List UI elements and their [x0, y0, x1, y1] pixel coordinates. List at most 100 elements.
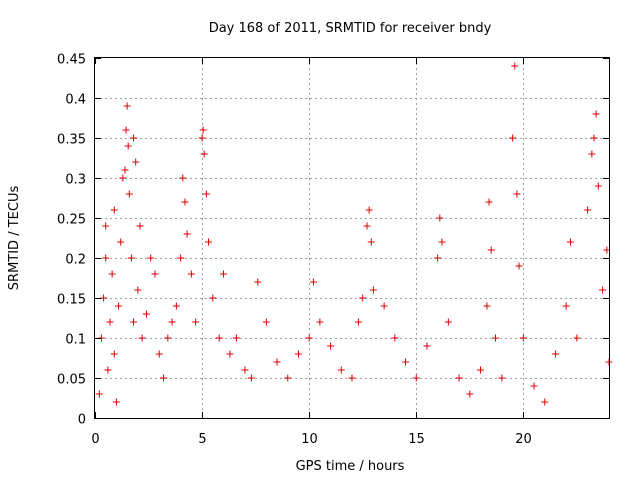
data-point [434, 254, 442, 262]
data-point [594, 182, 602, 190]
y-tick-label: 0.15 [57, 293, 86, 308]
data-point [294, 350, 302, 358]
y-axis-ticks: 0 0.05 0.1 0.15 0.2 0.25 0.3 0.35 0.4 0.45 [57, 53, 609, 428]
grid-lines [95, 58, 609, 418]
y-tick-label: 0.45 [57, 53, 86, 68]
data-point [483, 302, 491, 310]
data-point [102, 254, 110, 262]
data-point [491, 334, 499, 342]
data-point [117, 238, 125, 246]
data-point [599, 286, 607, 294]
data-point [172, 302, 180, 310]
data-point [487, 246, 495, 254]
data-point [134, 286, 142, 294]
data-point [241, 366, 249, 374]
data-point [354, 318, 362, 326]
data-point [119, 174, 127, 182]
y-tick-label: 0.35 [57, 133, 86, 148]
data-point [138, 334, 146, 342]
data-point [179, 174, 187, 182]
data-point [155, 350, 163, 358]
y-tick-label: 0.25 [57, 213, 86, 228]
data-point [551, 350, 559, 358]
data-point [125, 190, 133, 198]
y-axis-label: SRMTID / TECUs [7, 186, 22, 291]
data-point [102, 222, 110, 230]
data-point [444, 318, 452, 326]
data-point [130, 134, 138, 142]
data-point [284, 374, 292, 382]
data-point [436, 214, 444, 222]
data-point [199, 126, 207, 134]
data-point [309, 278, 317, 286]
data-point [402, 358, 410, 366]
data-point [254, 278, 262, 286]
data-point [142, 310, 150, 318]
data-point [273, 358, 281, 366]
data-point [151, 270, 159, 278]
data-point [262, 318, 270, 326]
data-point [127, 254, 135, 262]
data-point [112, 398, 120, 406]
data-point [130, 318, 138, 326]
data-point [181, 198, 189, 206]
data-point [115, 302, 123, 310]
data-point [337, 366, 345, 374]
data-point [511, 62, 519, 70]
data-point [519, 334, 527, 342]
x-tick-label: 15 [408, 432, 425, 447]
data-point [438, 238, 446, 246]
data-point [215, 334, 223, 342]
data-point [205, 238, 213, 246]
data-point [380, 302, 388, 310]
y-tick-label: 0 [78, 413, 86, 428]
data-point [104, 366, 112, 374]
data-point [316, 318, 324, 326]
data-point [200, 150, 208, 158]
plot-frame [94, 57, 610, 419]
data-point [132, 158, 140, 166]
data-point [110, 206, 118, 214]
y-tick-label: 0.4 [65, 93, 86, 108]
x-axis-ticks: 0 5 10 15 20 [91, 58, 532, 447]
data-point [110, 350, 118, 358]
data-point [530, 382, 538, 390]
x-tick-label: 20 [515, 432, 532, 447]
x-axis-label: GPS time / hours [296, 459, 405, 474]
data-point [183, 230, 191, 238]
data-point [541, 398, 549, 406]
data-point [106, 318, 114, 326]
data-point [147, 254, 155, 262]
data-point [327, 342, 335, 350]
data-point [192, 318, 200, 326]
data-point [498, 374, 506, 382]
data-point [485, 198, 493, 206]
data-point [123, 102, 131, 110]
data-point [177, 254, 185, 262]
data-point [168, 318, 176, 326]
data-point [367, 238, 375, 246]
data-points [95, 62, 613, 406]
data-point [108, 270, 116, 278]
data-point [566, 238, 574, 246]
chart-title: Day 168 of 2011, SRMTID for receiver bnd… [209, 21, 492, 36]
data-point [348, 374, 356, 382]
data-point [209, 294, 217, 302]
data-point [455, 374, 463, 382]
data-point [562, 302, 570, 310]
data-point [164, 334, 172, 342]
data-point [160, 374, 168, 382]
data-point [369, 286, 377, 294]
data-point [187, 270, 195, 278]
data-point [220, 270, 227, 278]
data-point [466, 390, 474, 398]
data-point [423, 342, 431, 350]
data-point [359, 294, 367, 302]
data-point [100, 294, 108, 302]
y-tick-label: 0.3 [65, 173, 86, 188]
data-point [232, 334, 240, 342]
data-point [515, 262, 523, 270]
x-tick-label: 10 [301, 432, 318, 447]
y-tick-label: 0.05 [57, 373, 86, 388]
data-point [592, 110, 600, 118]
